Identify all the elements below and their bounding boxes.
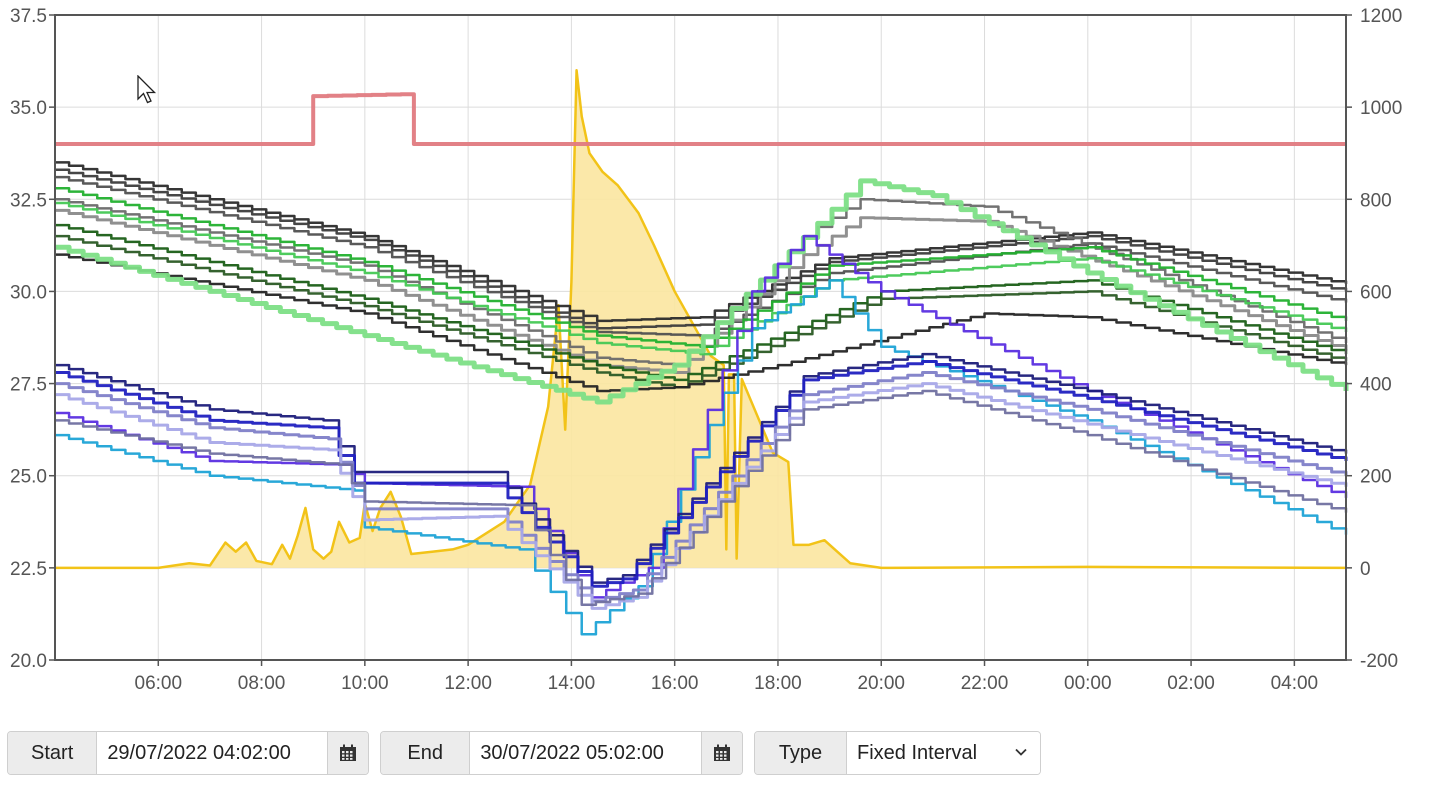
y-right-tick-label: -200 xyxy=(1360,651,1398,672)
y-left-tick-label: 27.5 xyxy=(10,375,47,396)
type-label: Type xyxy=(755,732,847,774)
line-chart: 20.0 22.5 25.0 27.5 30.0 32.5 35.0 37.5 -200 0 200… xyxy=(10,6,1402,694)
start-calendar-button[interactable] xyxy=(327,732,368,774)
y-right-tick-label: 0 xyxy=(1360,559,1371,580)
x-tick-label: 06:00 xyxy=(135,673,183,694)
x-tick-label: 12:00 xyxy=(444,673,492,694)
series-line xyxy=(55,92,1346,146)
series-line xyxy=(55,352,1348,584)
y-left-tick-label: 32.5 xyxy=(10,190,47,211)
y-left-tick-label: 20.0 xyxy=(10,651,47,672)
y-left-tick-label: 25.0 xyxy=(10,467,47,488)
x-tick-label: 02:00 xyxy=(1167,673,1215,694)
end-calendar-button[interactable] xyxy=(701,732,742,774)
end-label: End xyxy=(381,732,471,774)
end-group: End xyxy=(380,731,743,775)
series-line xyxy=(55,175,1348,337)
plot-frame xyxy=(54,14,1347,661)
series-line xyxy=(55,389,1348,606)
y-left-tick-label: 35.0 xyxy=(10,98,47,119)
calendar-icon xyxy=(340,744,357,761)
x-tick-label: 22:00 xyxy=(961,673,1009,694)
series-line xyxy=(55,234,1348,389)
area-line xyxy=(55,69,1347,570)
type-select[interactable]: Fixed Interval xyxy=(847,732,1040,774)
series-line xyxy=(55,161,1348,323)
start-date-input[interactable] xyxy=(97,732,328,774)
start-group: Start xyxy=(7,731,369,775)
series-line xyxy=(55,359,1348,588)
chart-area: 20.0 22.5 25.0 27.5 30.0 32.5 35.0 37.5 -200 0 200… xyxy=(10,6,1402,694)
series-line xyxy=(55,253,1348,393)
y-left-tick-label: 37.5 xyxy=(10,6,47,27)
end-date-input[interactable] xyxy=(470,732,702,774)
series-line xyxy=(55,178,1349,405)
x-tick-label: 18:00 xyxy=(754,673,802,694)
y-left-tick-label: 22.5 xyxy=(10,559,47,580)
y-right-tick-label: 800 xyxy=(1360,190,1392,211)
type-group: Type Fixed Interval xyxy=(754,731,1041,775)
x-tick-label: 14:00 xyxy=(548,673,596,694)
calendar-icon xyxy=(714,744,731,761)
y-right-tick-label: 400 xyxy=(1360,375,1392,396)
mouse-cursor-icon xyxy=(137,75,157,104)
x-tick-label: 20:00 xyxy=(857,673,905,694)
series-line xyxy=(55,168,1348,330)
y-right-tick-label: 600 xyxy=(1360,282,1392,303)
y-right-tick-label: 1200 xyxy=(1360,6,1402,27)
y-left-tick-label: 30.0 xyxy=(10,282,47,303)
y-right-tick-label: 200 xyxy=(1360,467,1392,488)
x-tick-label: 16:00 xyxy=(651,673,699,694)
x-tick-label: 08:00 xyxy=(238,673,286,694)
start-label: Start xyxy=(8,732,98,774)
x-tick-label: 04:00 xyxy=(1271,673,1319,694)
area-fill xyxy=(55,70,1346,568)
x-tick-label: 10:00 xyxy=(341,673,389,694)
series-line xyxy=(55,186,1348,348)
y-right-tick-label: 1000 xyxy=(1360,98,1402,119)
x-tick-label: 00:00 xyxy=(1064,673,1112,694)
